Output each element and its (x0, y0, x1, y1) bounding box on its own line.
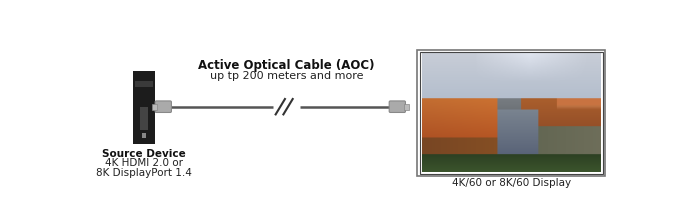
Text: up tp 200 meters and more: up tp 200 meters and more (209, 71, 363, 81)
Text: Active Optical Cable (AOC): Active Optical Cable (AOC) (199, 59, 375, 72)
Text: 8K DisplayPort 1.4: 8K DisplayPort 1.4 (96, 168, 192, 177)
Bar (152, 104, 157, 110)
Bar (141, 133, 146, 138)
Bar (420, 52, 602, 174)
Text: 4K HDMI 2.0 or: 4K HDMI 2.0 or (105, 158, 183, 168)
Bar (403, 104, 409, 110)
Text: Source Device: Source Device (102, 149, 186, 159)
Text: 4K/60 or 8K/60 Display: 4K/60 or 8K/60 Display (452, 178, 571, 188)
Bar (133, 70, 155, 144)
Bar (135, 81, 153, 87)
FancyBboxPatch shape (389, 101, 405, 112)
FancyBboxPatch shape (155, 101, 171, 112)
Bar (140, 107, 148, 130)
Bar (418, 50, 605, 176)
